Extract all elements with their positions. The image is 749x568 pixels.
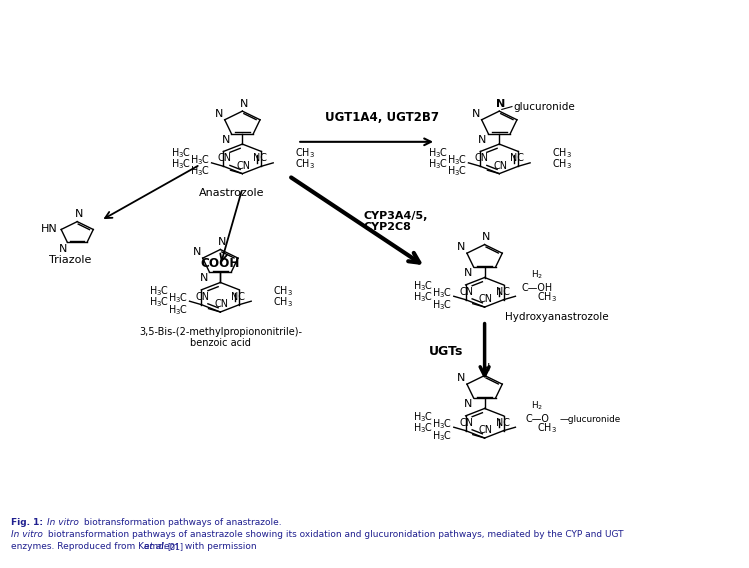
Text: 3,5-Bis-(2-methylpropiononitrile)-: 3,5-Bis-(2-methylpropiononitrile)- xyxy=(139,327,302,337)
Text: enzymes. Reproduced from Kamdem: enzymes. Reproduced from Kamdem xyxy=(11,542,181,551)
Text: CN: CN xyxy=(479,294,493,304)
Text: H$_3$C: H$_3$C xyxy=(432,298,452,312)
Text: glucuronide: glucuronide xyxy=(514,102,575,111)
Text: UGTs: UGTs xyxy=(429,345,464,358)
Text: In vitro: In vitro xyxy=(47,518,79,527)
Text: H$_3$C: H$_3$C xyxy=(413,279,434,293)
Text: N: N xyxy=(222,135,230,145)
Text: CN: CN xyxy=(214,299,228,309)
Text: CN: CN xyxy=(460,287,473,296)
Text: C—O: C—O xyxy=(526,414,549,424)
Text: CN: CN xyxy=(460,417,473,428)
Text: H$_3$C: H$_3$C xyxy=(428,146,448,160)
Text: H$_3$C: H$_3$C xyxy=(447,153,467,167)
Text: N: N xyxy=(199,273,207,283)
Text: CN: CN xyxy=(237,161,250,171)
Text: —glucuronide: —glucuronide xyxy=(560,415,621,424)
Text: CN: CN xyxy=(494,161,507,171)
Text: CN: CN xyxy=(217,153,231,164)
Text: [21]: [21] xyxy=(168,542,184,551)
Text: Hydroxyanastrozole: Hydroxyanastrozole xyxy=(505,312,608,322)
Text: UGT1A4, UGT2B7: UGT1A4, UGT2B7 xyxy=(325,111,439,124)
Text: H$_3$C: H$_3$C xyxy=(169,303,188,316)
Text: et al.: et al. xyxy=(144,542,166,551)
Text: CYP3A4/5,: CYP3A4/5, xyxy=(363,211,428,221)
Text: In vitro: In vitro xyxy=(11,530,43,539)
Text: N: N xyxy=(457,373,465,383)
Text: NC: NC xyxy=(496,417,509,428)
Text: CH$_3$: CH$_3$ xyxy=(295,146,315,160)
Text: H$_3$C: H$_3$C xyxy=(190,165,210,178)
Text: N: N xyxy=(497,99,506,109)
Text: H$_3$C: H$_3$C xyxy=(432,417,452,431)
Text: H$_3$C: H$_3$C xyxy=(432,286,452,300)
Text: N: N xyxy=(192,247,201,257)
Text: CH$_3$: CH$_3$ xyxy=(295,157,315,171)
Text: H$_3$C: H$_3$C xyxy=(172,157,191,171)
Text: NC: NC xyxy=(510,153,524,164)
Text: biotransformation pathways of anastrazole.: biotransformation pathways of anastrazol… xyxy=(81,518,282,527)
Text: H$_3$C: H$_3$C xyxy=(413,290,434,304)
Text: NC: NC xyxy=(231,291,245,302)
Text: with permission: with permission xyxy=(182,542,257,551)
Text: Anastrozole: Anastrozole xyxy=(198,189,264,198)
Text: N: N xyxy=(472,108,480,119)
Text: H$_3$C: H$_3$C xyxy=(413,421,434,435)
Text: CH$_3$: CH$_3$ xyxy=(537,421,557,435)
Text: CN: CN xyxy=(479,425,493,435)
Text: H$_3$C: H$_3$C xyxy=(149,295,169,309)
Text: H$_2$: H$_2$ xyxy=(531,269,544,282)
Text: N: N xyxy=(240,99,248,109)
Text: H$_3$C: H$_3$C xyxy=(172,146,191,160)
Text: H$_3$C: H$_3$C xyxy=(190,153,210,167)
Text: CH$_3$: CH$_3$ xyxy=(552,146,572,160)
Text: NC: NC xyxy=(496,287,509,296)
Text: CN: CN xyxy=(474,153,488,164)
Text: CH$_3$: CH$_3$ xyxy=(273,295,293,309)
Text: H$_3$C: H$_3$C xyxy=(413,410,434,424)
Text: NC: NC xyxy=(253,153,267,164)
Text: N: N xyxy=(464,268,472,278)
Text: C—OH: C—OH xyxy=(522,283,553,293)
Text: N: N xyxy=(482,364,491,373)
Text: H$_2$: H$_2$ xyxy=(531,400,544,412)
Text: benzoic acid: benzoic acid xyxy=(190,337,251,348)
Text: CH$_3$: CH$_3$ xyxy=(537,290,557,304)
Text: COOH: COOH xyxy=(201,257,240,270)
Text: N: N xyxy=(482,232,491,243)
Text: N: N xyxy=(75,210,83,219)
Text: H$_3$C: H$_3$C xyxy=(169,291,188,305)
Text: H$_3$C: H$_3$C xyxy=(447,165,467,178)
Text: CN: CN xyxy=(195,291,210,302)
Text: N: N xyxy=(59,244,67,254)
Text: Triazole: Triazole xyxy=(49,254,91,265)
Text: CYP2C8: CYP2C8 xyxy=(363,222,411,232)
Text: N: N xyxy=(218,237,226,247)
Text: CH$_3$: CH$_3$ xyxy=(552,157,572,171)
Text: Fig. 1:: Fig. 1: xyxy=(11,518,46,527)
Text: N: N xyxy=(464,399,472,410)
Text: N: N xyxy=(457,242,465,252)
Text: HN: HN xyxy=(41,224,58,235)
Text: CH$_3$: CH$_3$ xyxy=(273,284,293,298)
Text: N: N xyxy=(479,135,487,145)
Text: H$_3$C: H$_3$C xyxy=(149,284,169,298)
Text: N: N xyxy=(215,108,223,119)
Text: H$_3$C: H$_3$C xyxy=(432,429,452,442)
Text: biotransformation pathways of anastrazole showing its oxidation and glucuronidat: biotransformation pathways of anastrazol… xyxy=(45,530,623,539)
Text: H$_3$C: H$_3$C xyxy=(428,157,448,171)
